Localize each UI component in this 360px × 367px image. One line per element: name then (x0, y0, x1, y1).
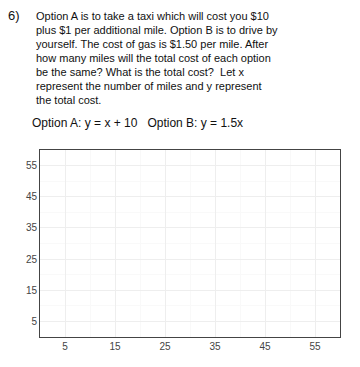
svg-text:35: 35 (209, 341, 221, 352)
svg-text:55: 55 (309, 341, 321, 352)
svg-text:how many miles will the total: how many miles will the total cost of ea… (36, 52, 271, 64)
svg-text:yourself. The cost of gas is $: yourself. The cost of gas is $1.50 per m… (36, 38, 268, 50)
svg-text:45: 45 (26, 191, 38, 202)
svg-text:35: 35 (26, 222, 38, 233)
svg-text:25: 25 (26, 254, 38, 265)
svg-text:15: 15 (109, 341, 121, 352)
svg-text:45: 45 (259, 341, 271, 352)
svg-text:be the same? What is the total: be the same? What is the total cost? Let… (36, 66, 244, 78)
svg-text:5: 5 (62, 341, 68, 352)
svg-text:plus $1 per additional mile. O: plus $1 per additional mile. Option B is… (36, 24, 278, 36)
svg-text:55: 55 (26, 160, 38, 171)
svg-text:Option A is to take a taxi whi: Option A is to take a taxi which will co… (36, 10, 269, 22)
svg-text:6): 6) (8, 8, 20, 23)
svg-text:Option A: y = x + 10 Option: Option A: y = x + 10 Option B: y = 1.5x (32, 116, 243, 130)
svg-text:the total cost.: the total cost. (36, 94, 101, 106)
svg-text:25: 25 (159, 341, 171, 352)
svg-text:15: 15 (26, 285, 38, 296)
svg-text:5: 5 (31, 316, 37, 327)
svg-text:represent the number of miles: represent the number of miles and y repr… (36, 80, 262, 92)
